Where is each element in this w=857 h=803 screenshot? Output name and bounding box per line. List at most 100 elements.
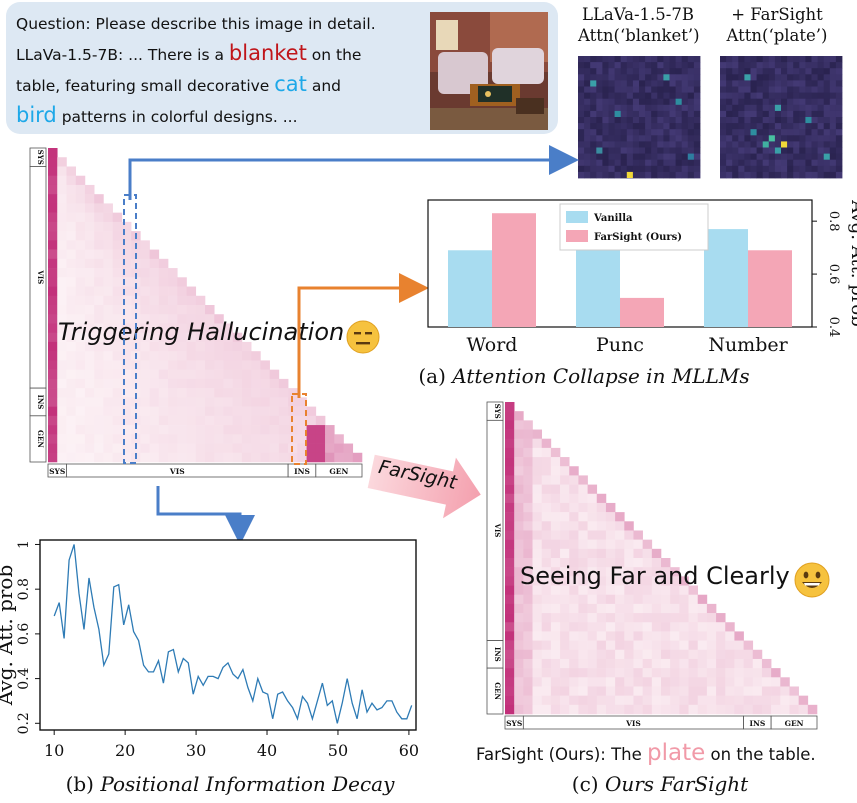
attn-cell	[744, 147, 751, 154]
heat-cell	[75, 249, 86, 260]
heat-cell	[569, 613, 579, 623]
heat-cell	[103, 277, 113, 287]
attn-cell	[584, 159, 591, 167]
attn-cell	[602, 153, 609, 161]
attn-cell	[675, 104, 683, 112]
attn-cell	[744, 86, 751, 93]
heat-cell	[223, 397, 234, 407]
heat-cell	[541, 649, 552, 660]
heat-cell	[560, 640, 570, 651]
attn-cell	[829, 68, 837, 75]
heat-cell	[642, 585, 653, 596]
heat-cell	[761, 704, 772, 715]
heat-cell	[569, 493, 579, 504]
heat-cell	[523, 622, 533, 632]
heat-cell	[725, 704, 735, 715]
heat-cell	[596, 613, 607, 623]
heat-cell	[679, 576, 689, 586]
attn-cell	[823, 141, 831, 148]
heat-cell	[48, 406, 58, 417]
attn-cell	[596, 165, 603, 173]
heat-cell	[505, 457, 515, 467]
heat-cell	[57, 323, 67, 334]
heat-cell	[48, 212, 58, 223]
attn-cell	[811, 110, 818, 118]
heat-cell	[550, 567, 561, 577]
heat-cell	[269, 397, 280, 407]
attn-cell	[726, 68, 733, 75]
heat-cell	[523, 677, 533, 687]
heat-cell	[743, 640, 754, 651]
attn-cell	[651, 123, 658, 130]
attn-cell	[651, 117, 658, 124]
attn-cell	[651, 98, 658, 106]
heat-cell	[177, 314, 187, 324]
heat-cell	[679, 695, 689, 706]
heat-cell	[186, 434, 197, 444]
heat-cell	[57, 194, 67, 204]
attn-cell	[632, 104, 640, 112]
heat-cell	[624, 658, 634, 669]
heat-cell	[66, 268, 77, 278]
attn-cell	[669, 123, 676, 130]
heat-cell	[57, 452, 67, 463]
heat-cell	[651, 668, 662, 678]
attn-cell	[781, 104, 788, 112]
attn-cell	[681, 110, 689, 118]
attn-cell	[756, 62, 764, 69]
heat-cell	[223, 378, 234, 389]
heat-cell	[205, 378, 215, 389]
heat-cell	[112, 360, 123, 370]
heat-cell	[642, 695, 653, 706]
attn-cell	[720, 123, 727, 130]
heat-cell	[716, 686, 726, 696]
heat-cell	[605, 502, 616, 513]
heat-cell	[223, 415, 234, 426]
heat-cell	[177, 351, 187, 361]
heat-cell	[158, 434, 169, 444]
heat-cell	[697, 631, 708, 641]
heat-cell	[532, 640, 543, 651]
heat-cell	[596, 512, 607, 522]
heat-cell	[103, 314, 113, 324]
heat-cell	[177, 341, 187, 352]
heat-cell	[624, 622, 634, 632]
heat-cell	[716, 668, 726, 678]
heat-cell	[297, 443, 307, 454]
heat-cell	[670, 649, 680, 660]
heat-cell	[642, 704, 653, 715]
heat-cell	[514, 447, 524, 458]
attn-cell	[645, 74, 652, 81]
heat-cell	[315, 415, 326, 426]
attn-cell	[738, 86, 745, 93]
heat-cell	[121, 415, 132, 426]
attn-cell	[805, 86, 812, 93]
heat-cell	[48, 434, 58, 444]
heat-cell	[205, 323, 215, 334]
heat-cell	[532, 686, 543, 696]
heat-cell	[532, 585, 543, 596]
attn-cell	[620, 68, 628, 75]
heat-cell	[112, 434, 123, 444]
attn-cell	[584, 62, 591, 69]
heat-cell	[57, 397, 67, 407]
attn-cell	[817, 129, 825, 136]
heat-cell	[633, 640, 643, 651]
farsight-arrow	[367, 454, 481, 519]
attn-cell	[787, 80, 794, 87]
attn-cell	[732, 123, 739, 130]
heat-cell	[140, 434, 150, 444]
attn-cell	[774, 110, 782, 118]
heat-cell	[103, 425, 113, 435]
attn-cell	[774, 68, 782, 75]
heat-cell	[670, 640, 680, 651]
heat-cell	[725, 668, 735, 678]
attn-cell	[799, 68, 806, 75]
heat-cell	[541, 576, 552, 586]
attn-cell	[669, 153, 676, 161]
attn-cell	[744, 92, 751, 100]
heat-cell	[94, 378, 104, 389]
heat-cell	[325, 443, 335, 454]
heat-cell	[48, 258, 58, 269]
attn-cell	[620, 117, 628, 124]
